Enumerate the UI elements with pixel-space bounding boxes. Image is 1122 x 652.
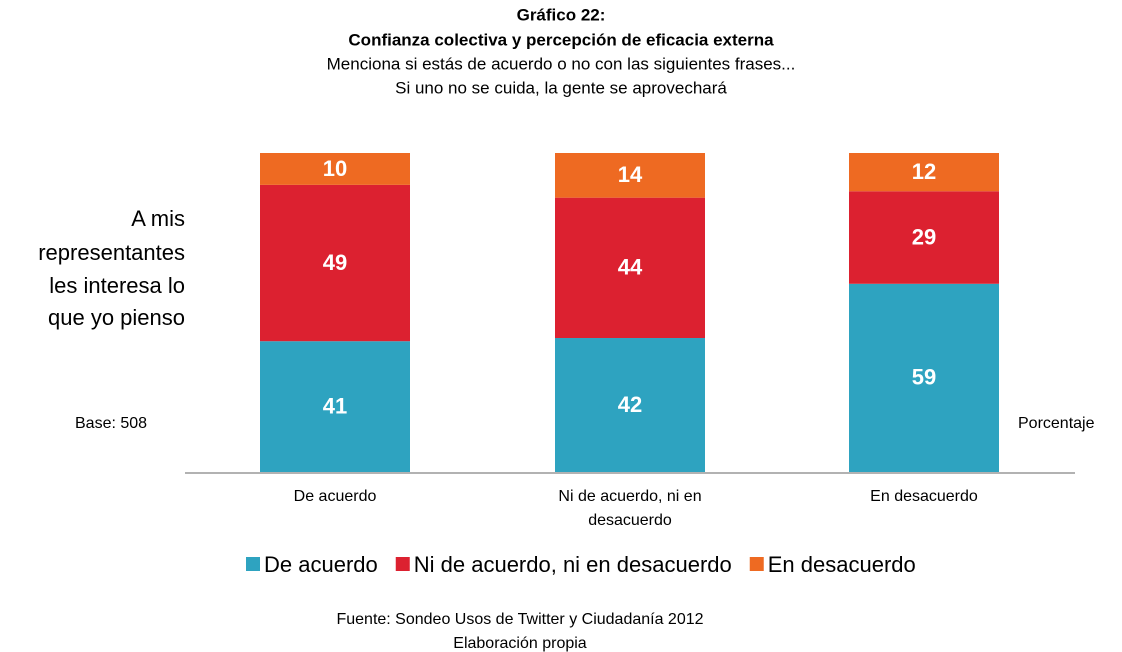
chart-subtitle: Si uno no se cuida, la gente se aprovech… bbox=[395, 78, 727, 97]
data-label: 42 bbox=[618, 392, 642, 417]
axis-label: les interesa lo bbox=[49, 273, 185, 298]
chart-title: Gráfico 22: bbox=[517, 5, 606, 24]
bar-segment bbox=[260, 341, 410, 472]
axis-label: A mis bbox=[131, 206, 185, 231]
data-label: 59 bbox=[912, 365, 936, 390]
bar-segment bbox=[849, 283, 999, 472]
legend-label: De acuerdo bbox=[264, 552, 378, 577]
bar-segment bbox=[849, 191, 999, 284]
x-tick-label: Ni de acuerdo, ni en desacuerdo bbox=[558, 488, 702, 529]
unit-note: Porcentaje bbox=[1018, 415, 1095, 432]
data-label: 44 bbox=[618, 255, 643, 280]
legend-swatch bbox=[749, 557, 764, 571]
base-note: Base: 508 bbox=[75, 415, 147, 432]
source: Fuente: Sondeo Usos de Twitter y Ciudada… bbox=[336, 611, 703, 628]
axis-label: representantes bbox=[38, 240, 185, 265]
legend-swatch bbox=[395, 557, 410, 571]
bar-segment bbox=[555, 338, 705, 472]
bar-segment bbox=[849, 153, 999, 192]
data-label: 29 bbox=[912, 224, 936, 249]
data-label: 49 bbox=[323, 250, 347, 275]
bar-segment bbox=[260, 184, 410, 342]
axis-label: que yo pienso bbox=[48, 305, 185, 330]
bar-segment bbox=[555, 197, 705, 339]
source: Elaboración propia bbox=[453, 635, 587, 652]
data-label: 41 bbox=[323, 393, 347, 418]
legend-label: En desacuerdo bbox=[768, 552, 916, 577]
legend-label: Ni de acuerdo, ni en desacuerdo bbox=[414, 552, 732, 577]
data-label: 10 bbox=[323, 156, 347, 181]
bar-segment bbox=[555, 153, 705, 198]
data-label: 12 bbox=[912, 159, 936, 184]
chart-subtitle: Menciona si estás de acuerdo o no con la… bbox=[327, 54, 796, 73]
x-tick-label: De acuerdo bbox=[293, 488, 377, 505]
legend-swatch bbox=[246, 557, 260, 571]
data-label: 14 bbox=[618, 162, 643, 187]
bar-segment bbox=[260, 153, 410, 185]
x-tick-label: En desacuerdo bbox=[870, 488, 978, 505]
chart-title: Confianza colectiva y percepción de efic… bbox=[348, 30, 774, 49]
